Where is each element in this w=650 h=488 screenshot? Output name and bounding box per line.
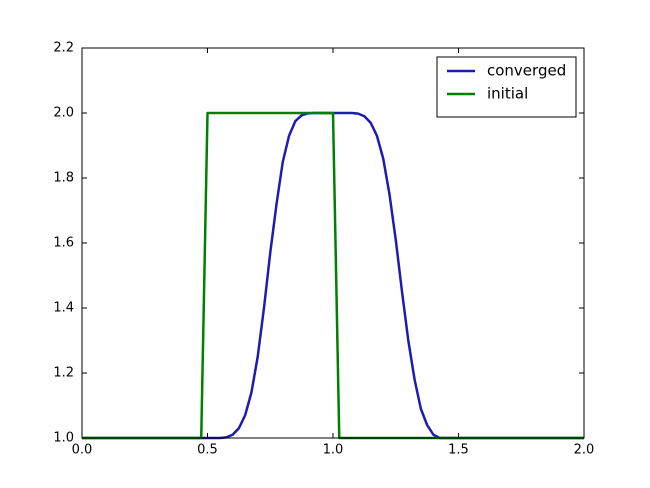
y-tick-label: 1.2 [53,366,74,381]
legend-box [436,56,577,118]
y-tick-label: 2.2 [53,41,74,56]
x-tick-label: 0.5 [197,443,218,458]
y-tick-label: 2.0 [53,106,74,121]
y-tick-label: 1.4 [53,301,74,316]
x-tick-label: 1.5 [448,443,469,458]
legend-label: converged [487,62,566,80]
series-line [82,111,584,440]
x-tick-label: 2.0 [574,443,595,458]
y-tick-label: 1.8 [53,171,74,186]
y-tick-label: 1.0 [53,431,74,446]
x-tick-label: 1.0 [323,443,344,458]
x-tick-label: 0.0 [72,443,93,458]
y-tick-label: 1.6 [53,236,74,251]
legend: converged initial [436,56,577,118]
legend-label: initial [487,85,528,103]
